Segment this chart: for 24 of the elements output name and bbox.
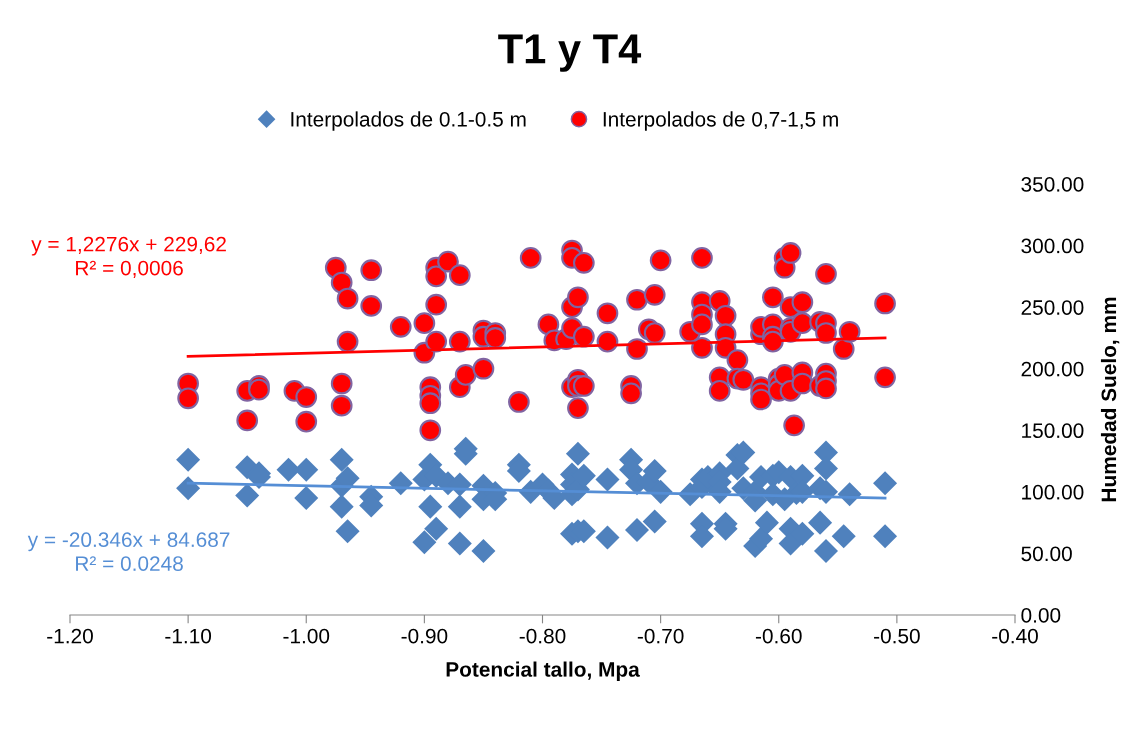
legend-label: Interpolados de 0.1-0.5 m: [291, 111, 526, 131]
x-tick-label: -1.20: [47, 628, 93, 644]
legend-label: Interpolados de 0,7-1,5 m: [603, 111, 838, 131]
y-tick-label: 100.00: [1022, 484, 1084, 500]
y-tick-label: 300.00: [1021, 238, 1084, 254]
x-axis-title: Potencial tallo, Mpa: [446, 661, 640, 681]
x-tick-label: -0.80: [519, 628, 566, 644]
y-tick-label: 350.00: [1021, 177, 1084, 192]
chart-title: T1 y T4: [498, 34, 642, 72]
y-tick-label: 50.00: [1021, 546, 1072, 562]
x-tick-label: -0.70: [637, 628, 684, 644]
y-tick-label: 200.00: [1021, 361, 1084, 377]
x-tick-label: -0.90: [401, 628, 448, 644]
y-tick-label: 250.00: [1021, 300, 1084, 315]
annotation: y = -20.346x + 84.687 R² = 0.0248: [27, 532, 230, 571]
x-tick-label: -1.10: [165, 628, 212, 644]
y-tick-label: 150.00: [1022, 423, 1084, 439]
x-tick-label: -0.40: [992, 628, 1038, 644]
y-tick-label: 0.00: [1021, 608, 1061, 623]
x-tick-label: -0.50: [874, 628, 920, 644]
x-tick-label: -0.60: [755, 628, 802, 644]
annotation: y = 1,2276x + 229,62 R² = 0,0006: [31, 236, 226, 278]
y-axis-title: Humedad Suelo, mm: [1100, 297, 1120, 502]
x-tick-label: -1.00: [283, 628, 330, 644]
